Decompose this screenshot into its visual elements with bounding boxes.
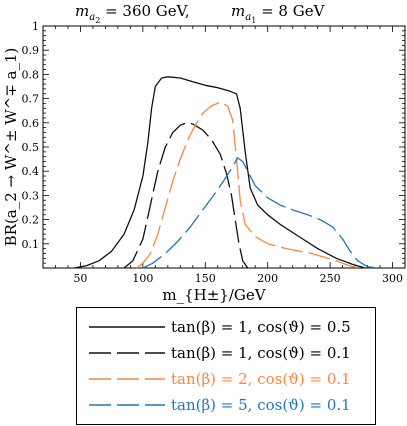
legend-label-3: tan(β) = 5, cos(ϑ) = 0.1 <box>171 396 351 414</box>
legend-line-0 <box>89 326 165 328</box>
plot-frame <box>42 25 406 269</box>
y-tick-label: 0.1 <box>22 238 40 251</box>
x-tick-label: 100 <box>132 272 153 285</box>
y-tick-label: 0.9 <box>22 44 40 57</box>
legend-line-3 <box>89 404 165 406</box>
x-tick-label: 300 <box>382 272 403 285</box>
y-tick-label: 0.7 <box>22 93 40 106</box>
series-line-2 <box>136 101 358 269</box>
y-tick-label: 0.2 <box>22 214 40 227</box>
y-axis-label: BR(a_2 → W^± W^∓ a_1) <box>2 48 20 247</box>
header-right: ma1 = 8 GeV <box>231 2 325 25</box>
y-tick-label: 0.6 <box>22 117 40 130</box>
chart-header: ma2 = 360 GeV, ma1 = 8 GeV <box>0 0 407 25</box>
legend-line-2 <box>89 378 165 380</box>
y-tick-label: 0.8 <box>22 68 40 81</box>
y-tick-label: 0.3 <box>22 189 40 202</box>
legend-label-2: tan(β) = 2, cos(ϑ) = 0.1 <box>171 370 351 388</box>
legend-line-1 <box>89 352 165 354</box>
x-tick-label: 50 <box>73 272 87 285</box>
x-axis-label: m_{H±}/GeV <box>162 286 266 304</box>
series-line-1 <box>123 122 249 269</box>
legend: tan(β) = 1, cos(ϑ) = 0.5 tan(β) = 1, cos… <box>76 307 376 425</box>
header-left: ma2 = 360 GeV, <box>75 2 190 25</box>
series-line-0 <box>74 76 366 269</box>
y-tick-label: 0.5 <box>22 141 40 154</box>
line-chart: 50 100 150 200 250 300 0.1 0.2 0.3 0.4 0.5 0.6 0.7 0.… <box>2 20 406 304</box>
plot-area: 50 100 150 200 250 300 0.1 0.2 0.3 0.4 0.5 0.6 0.7 0.… <box>2 20 406 304</box>
x-tick-label: 250 <box>320 272 341 285</box>
x-tick-label: 150 <box>195 272 216 285</box>
legend-label-0: tan(β) = 1, cos(ϑ) = 0.5 <box>171 318 351 336</box>
x-tick-label: 200 <box>257 272 278 285</box>
y-tick-label: 0.4 <box>22 165 40 178</box>
legend-entry-3: tan(β) = 5, cos(ϑ) = 0.1 <box>77 394 375 416</box>
legend-entry-2: tan(β) = 2, cos(ϑ) = 0.1 <box>77 368 375 390</box>
series-line-3 <box>142 157 381 269</box>
y-tick-label: 1 <box>32 20 39 33</box>
legend-label-1: tan(β) = 1, cos(ϑ) = 0.1 <box>171 344 351 362</box>
legend-entry-0: tan(β) = 1, cos(ϑ) = 0.5 <box>77 316 375 338</box>
legend-entry-1: tan(β) = 1, cos(ϑ) = 0.1 <box>77 342 375 364</box>
